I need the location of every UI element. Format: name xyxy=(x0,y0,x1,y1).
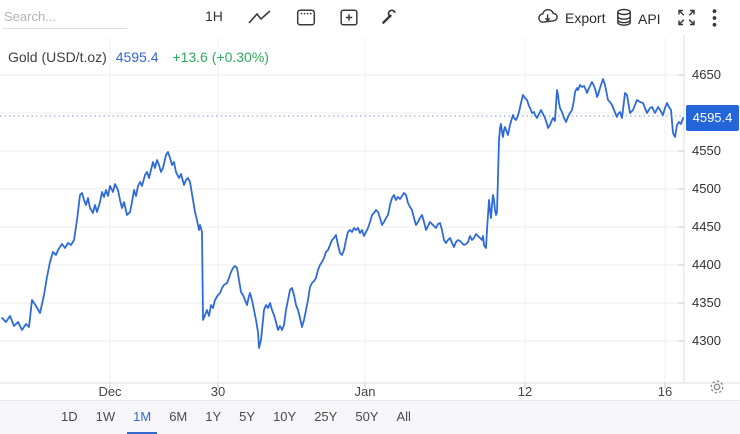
timeframe-50y[interactable]: 50Y xyxy=(355,409,379,424)
x-axis-label: 12 xyxy=(517,384,533,399)
legend-change: +13.6 (+0.30%) xyxy=(172,49,269,65)
cloud-download-icon xyxy=(536,8,559,28)
timeframe-1y[interactable]: 1Y xyxy=(205,409,222,424)
database-icon xyxy=(616,8,632,30)
api-button[interactable]: API xyxy=(616,8,661,30)
timeframe-all[interactable]: All xyxy=(396,409,411,424)
search-input[interactable] xyxy=(3,5,127,29)
legend-symbol: Gold (USD/t.oz) xyxy=(8,49,107,65)
date-range-button[interactable] xyxy=(296,8,316,30)
x-axis-label: Dec xyxy=(98,384,122,399)
expand-arrows-icon xyxy=(677,9,696,29)
y-axis-label: 4400 xyxy=(692,257,721,272)
export-button[interactable]: Export xyxy=(536,8,605,28)
calendar-icon xyxy=(296,8,316,30)
y-axis-label: 4300 xyxy=(692,333,721,348)
chart-settings-button[interactable] xyxy=(708,378,726,401)
vertical-gridlines xyxy=(109,38,666,383)
top-toolbar: 1H xyxy=(0,0,740,35)
api-label: API xyxy=(638,11,661,27)
x-axis-label: 30 xyxy=(210,384,226,399)
chart-legend: Gold (USD/t.oz) 4595.4 +13.6 (+0.30%) xyxy=(8,49,269,65)
add-series-button[interactable] xyxy=(339,8,359,30)
timeframe-10y[interactable]: 10Y xyxy=(273,409,297,424)
y-axis-label: 4450 xyxy=(692,219,721,234)
y-axis-label: 4550 xyxy=(692,143,721,158)
fullscreen-button[interactable] xyxy=(677,9,696,29)
timeframe-bar: 1D 1W 1M 6M 1Y 5Y 10Y 25Y 50Y All xyxy=(0,400,740,434)
timeframe-5y[interactable]: 5Y xyxy=(239,409,256,424)
horizontal-gridlines xyxy=(0,74,684,342)
line-chart-icon xyxy=(248,10,272,29)
y-axis-label: 4500 xyxy=(692,181,721,196)
more-menu-button[interactable] xyxy=(712,8,717,31)
timeframe-6m[interactable]: 6M xyxy=(169,409,188,424)
axis-lines xyxy=(0,35,740,384)
timeframe-25y[interactable]: 25Y xyxy=(314,409,338,424)
timeframe-1m[interactable]: 1M xyxy=(127,401,158,434)
current-price-tag: 4595.4 xyxy=(686,105,739,131)
chart-container: Gold (USD/t.oz) 4595.4 +13.6 (+0.30%) 46… xyxy=(0,35,740,400)
kebab-menu-icon xyxy=(712,8,717,31)
price-line-series xyxy=(1,78,684,349)
chart-type-button[interactable] xyxy=(248,10,272,29)
gear-icon xyxy=(708,380,726,400)
timeframe-1d[interactable]: 1D xyxy=(61,409,78,424)
plus-icon xyxy=(339,8,359,30)
interval-label: 1H xyxy=(205,8,223,24)
export-label: Export xyxy=(565,10,606,26)
chart-plot-area[interactable] xyxy=(0,35,740,400)
interval-selector[interactable]: 1H xyxy=(205,8,223,24)
legend-price: 4595.4 xyxy=(115,49,159,65)
x-axis-label: Jan xyxy=(354,384,376,399)
settings-tools-button[interactable] xyxy=(379,8,398,30)
y-axis-label: 4650 xyxy=(692,67,721,82)
wrench-icon xyxy=(379,8,398,30)
x-axis-label: 16 xyxy=(657,384,673,399)
timeframe-1w[interactable]: 1W xyxy=(95,409,116,424)
search-box xyxy=(3,5,127,29)
axis-ticks xyxy=(109,74,684,388)
y-axis-label: 4350 xyxy=(692,295,721,310)
